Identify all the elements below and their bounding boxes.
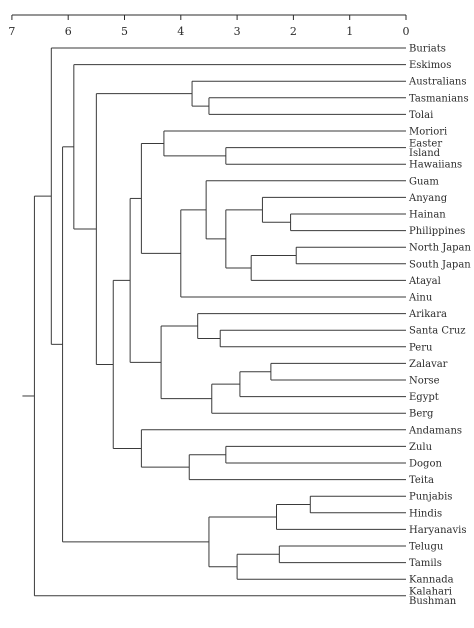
leaf-label-norse: Norse	[409, 376, 440, 387]
leaf-label-teita: Teita	[409, 475, 434, 486]
leaf-label-peru: Peru	[409, 342, 433, 353]
axis-tick-label: 2	[290, 25, 297, 38]
leaf-label-santa-cruz: Santa Cruz	[409, 326, 466, 337]
axis-tick-label: 1	[346, 25, 353, 38]
leaf-label-andamans: Andamans	[408, 425, 462, 436]
axis-tick-label: 7	[8, 25, 15, 38]
leaf-label-ainu: Ainu	[408, 293, 433, 304]
tree-branches	[22, 47, 406, 597]
leaf-label-berg: Berg	[409, 409, 434, 420]
leaf-labels: Buriats Eskimos Australians Tasmanians Tolai…	[408, 44, 472, 608]
axis-tick-label: 3	[234, 25, 241, 38]
leaf-label-moriori: Moriori	[409, 127, 447, 138]
leaf-label-telugu: Telugu	[409, 542, 444, 553]
leaf-label-philippines: Philippines	[409, 226, 465, 237]
leaf-label-south-japan: South Japan	[409, 259, 471, 270]
distance-axis: 7 6 5 4 3 2 1 0	[8, 14, 410, 38]
leaf-label-punjabis: Punjabis	[409, 492, 452, 503]
leaf-label-australians: Australians	[408, 77, 467, 88]
axis-tick-label: 0	[403, 25, 410, 38]
leaf-label-haryanavis: Haryanavis	[409, 525, 466, 536]
axis-tick-label: 4	[177, 25, 184, 38]
leaf-label-hawaiians: Hawaiians	[409, 160, 462, 171]
leaf-label-kannada: Kannada	[409, 575, 454, 586]
leaf-label-buriats: Buriats	[409, 44, 446, 55]
leaf-label-eskimos: Eskimos	[409, 60, 451, 71]
leaf-label-atayal: Atayal	[408, 276, 441, 287]
leaf-label-kalahari-bushman: Kalahari Bushman	[409, 587, 457, 608]
leaf-label-hainan: Hainan	[409, 210, 446, 221]
leaf-label-easter-island: Easter Island	[409, 138, 442, 159]
leaf-label-tasmanians: Tasmanians	[409, 93, 469, 104]
leaf-label-north-japan: North Japan	[409, 243, 472, 254]
leaf-label-anyang: Anyang	[408, 193, 448, 204]
axis-tick-label: 6	[65, 25, 72, 38]
leaf-label-zalavar: Zalavar	[409, 359, 448, 370]
axis-tick-label: 5	[121, 25, 128, 38]
leaf-label-tamils: Tamils	[409, 558, 442, 569]
leaf-label-arikara: Arikara	[408, 309, 447, 320]
leaf-label-zulu: Zulu	[409, 442, 433, 453]
leaf-label-guam: Guam	[409, 176, 439, 187]
leaf-label-egypt: Egypt	[409, 392, 439, 403]
leaf-label-tolai: Tolai	[409, 110, 433, 121]
leaf-label-hindis: Hindis	[409, 508, 442, 519]
leaf-label-dogon: Dogon	[409, 459, 442, 470]
